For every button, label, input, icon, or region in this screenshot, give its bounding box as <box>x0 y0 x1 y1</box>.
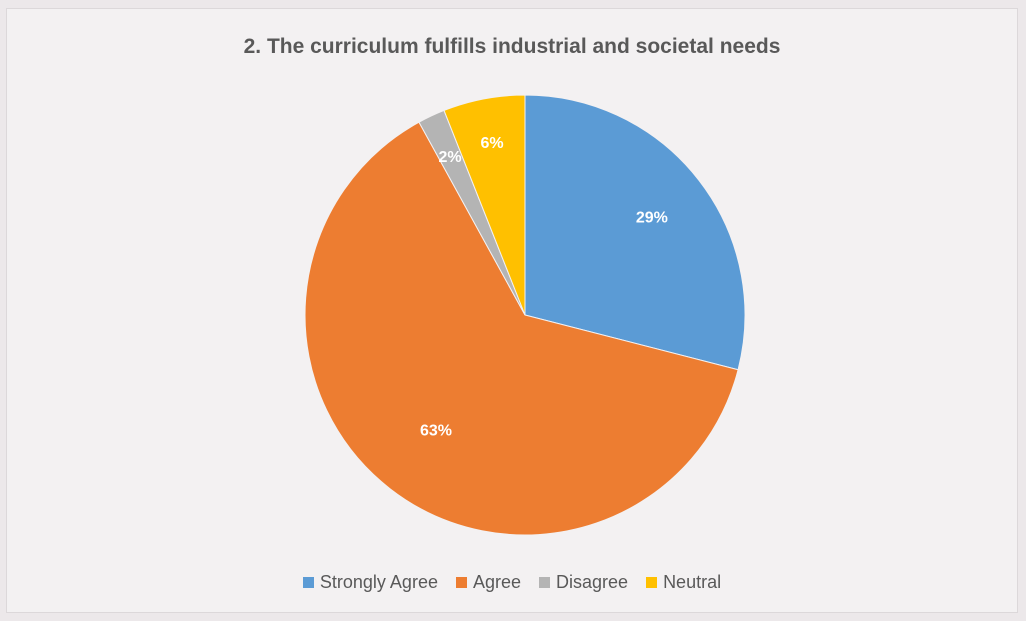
legend-swatch <box>302 577 314 588</box>
legend-item: Neutral <box>646 572 721 593</box>
legend-label: Neutral <box>663 572 722 592</box>
legend-label: Agree <box>472 572 522 592</box>
data-label-strongly-agree: 29% <box>636 210 668 227</box>
chart-title: 2. The curriculum fulfills industrial an… <box>243 35 781 58</box>
legend-item: Disagree <box>539 572 628 593</box>
legend-swatch <box>646 577 658 588</box>
legend-label: Disagree <box>556 572 629 592</box>
legend-label: Strongly Agree <box>319 572 438 592</box>
data-label-disagree: 2% <box>439 149 462 166</box>
legend-item: Agree <box>455 572 522 593</box>
chart-legend: Strongly Agree Agree Disagree Neutral <box>7 572 1017 593</box>
pie-slice-agree <box>304 121 739 536</box>
data-label-neutral: 6% <box>480 135 503 152</box>
data-label-agree: 63% <box>420 423 452 440</box>
pie-chart: 29% 63% 2% 6% <box>304 94 746 536</box>
pie-slice-neutral <box>443 94 526 316</box>
legend-swatch <box>539 577 551 588</box>
legend-item: Strongly Agree <box>302 572 438 593</box>
pie-slice-strongly-agree <box>524 94 746 371</box>
chart-area: 2. The curriculum fulfills industrial an… <box>6 8 1018 613</box>
legend-swatch <box>455 577 467 588</box>
